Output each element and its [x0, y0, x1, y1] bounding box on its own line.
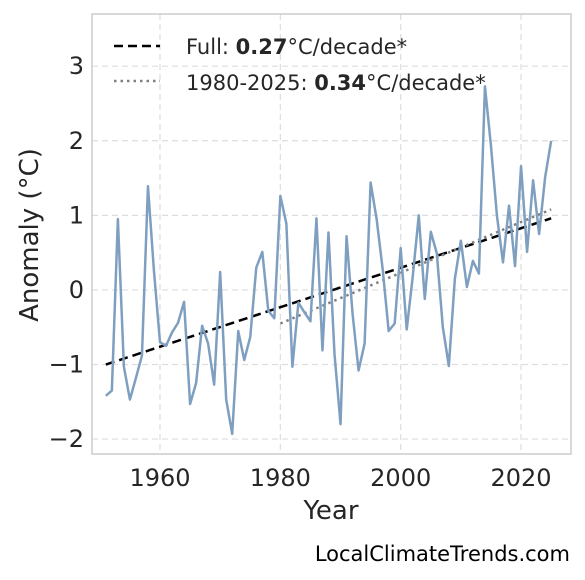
legend-recent-value: 0.34	[314, 71, 366, 95]
legend-full-unit: °C/decade*	[288, 35, 408, 59]
y-tick-label-2: 0	[69, 276, 84, 304]
x-axis-ticks: 1960 1980 2000 2020	[129, 464, 551, 492]
y-tick-label-3: 1	[69, 201, 84, 229]
trend-line-0	[105, 217, 552, 366]
legend-entry-full: Full: 0.27°C/decade*	[186, 35, 407, 59]
plot-frame	[91, 13, 572, 455]
legend-full-label: Full:	[186, 35, 236, 59]
legend-entry-recent: 1980-2025: 0.34°C/decade*	[186, 71, 486, 95]
x-axis-label: Year	[302, 496, 358, 526]
x-tick-label-2: 2000	[370, 464, 431, 492]
data-series	[105, 85, 553, 436]
legend-recent-unit: °C/decade*	[366, 71, 486, 95]
x-tick-label-1: 1980	[250, 464, 311, 492]
x-tick-label-0: 1960	[129, 464, 190, 492]
x-tick-label-3: 2020	[491, 464, 552, 492]
y-axis-ticks: −2 −1 0 1 2 3	[49, 52, 84, 453]
legend-full-value: 0.27	[236, 35, 288, 59]
trend-lines	[105, 208, 552, 366]
y-tick-label-5: 3	[69, 52, 84, 80]
y-tick-label-1: −1	[49, 351, 84, 379]
series-line-0	[105, 85, 553, 436]
legend-recent-label: 1980-2025:	[186, 71, 314, 95]
grid	[92, 14, 571, 454]
y-tick-label-4: 2	[69, 127, 84, 155]
y-axis-label: Anomaly (°C)	[15, 148, 45, 322]
source-credit: LocalClimateTrends.com	[315, 542, 570, 566]
y-tick-label-0: −2	[49, 425, 84, 453]
legend: Full: 0.27°C/decade* 1980-2025: 0.34°C/d…	[114, 35, 486, 95]
